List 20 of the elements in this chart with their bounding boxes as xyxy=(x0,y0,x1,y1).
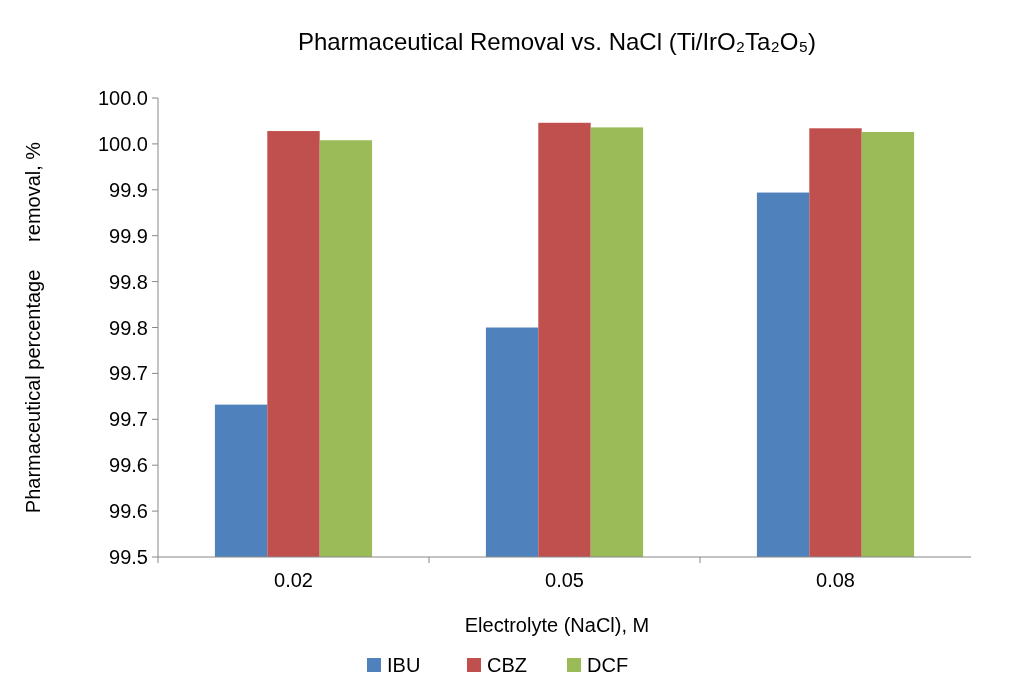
y-tick-label: 99.7 xyxy=(109,408,148,431)
y-tick-label: 99.9 xyxy=(109,178,148,201)
y-axis-title: Pharmaceutical percentage removal, % xyxy=(22,141,44,514)
x-tick-label: 0.02 xyxy=(274,569,313,591)
x-tick-label: 0.08 xyxy=(816,569,855,591)
y-tick-label: 99.9 xyxy=(109,224,148,247)
x-tick-label: 0.05 xyxy=(545,569,584,591)
x-axis-title: Electrolyte (NaCl), M xyxy=(464,614,650,636)
y-tick-label: 99.6 xyxy=(109,454,148,477)
chart-title: Pharmaceutical Removal vs. NaCl (Ti/IrO₂Ta₂O₅) xyxy=(297,28,817,55)
y-tick-label: 99.7 xyxy=(109,362,148,385)
legend-label: CBZ xyxy=(487,654,527,676)
y-tick-label: 99.8 xyxy=(109,270,148,293)
y-tick-label: 99.8 xyxy=(109,316,148,339)
legend-label: IBU xyxy=(387,654,421,676)
y-tick-label: 100.0 xyxy=(97,132,148,155)
y-tick-label: 100.0 xyxy=(97,87,148,109)
y-tick-label: 99.6 xyxy=(109,500,148,523)
y-tick-label: 99.5 xyxy=(109,546,148,568)
legend-label: DCF xyxy=(587,654,629,676)
